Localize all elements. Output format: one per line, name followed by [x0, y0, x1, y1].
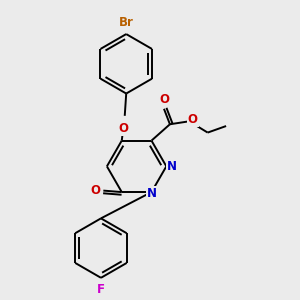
Text: Br: Br: [119, 16, 134, 29]
Text: O: O: [159, 93, 169, 106]
Text: O: O: [188, 113, 198, 126]
Text: F: F: [97, 283, 105, 296]
Text: N: N: [146, 187, 157, 200]
Text: N: N: [167, 160, 177, 173]
Text: O: O: [118, 122, 128, 135]
Text: O: O: [90, 184, 100, 197]
